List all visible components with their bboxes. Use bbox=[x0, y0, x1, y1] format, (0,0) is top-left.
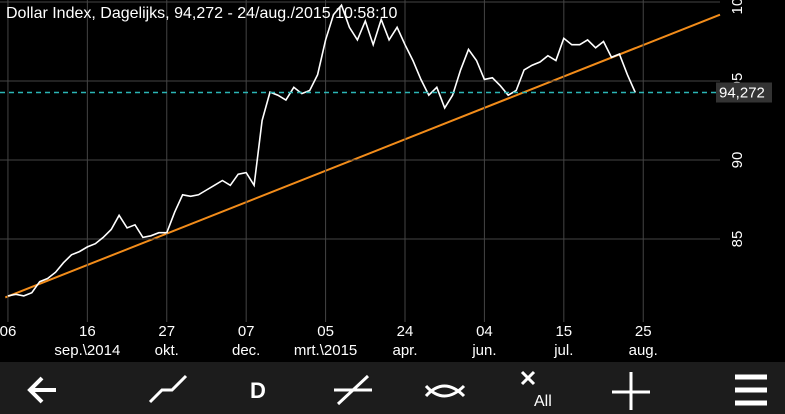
x-tick-label: 25 bbox=[635, 323, 652, 340]
x-tick-label: 16 bbox=[79, 323, 96, 340]
y-tick-label: 100 bbox=[729, 0, 746, 15]
chart-title: Dollar Index, Dagelijks, 94,272 - 24/aug… bbox=[6, 5, 397, 22]
price-line bbox=[7, 3, 637, 297]
x-period-label: mrt.\2015 bbox=[294, 342, 357, 359]
current-price-label: 94,272 bbox=[719, 85, 765, 102]
x-tick-label: 05 bbox=[317, 323, 334, 340]
trendline-button[interactable] bbox=[334, 374, 372, 406]
x-tick-label: 15 bbox=[555, 323, 572, 340]
x-tick-label: 06 bbox=[0, 323, 16, 340]
x-period-label: jun. bbox=[471, 342, 496, 359]
x-tick-label: 24 bbox=[397, 323, 414, 340]
toolbar: D All bbox=[0, 362, 785, 414]
current-price-box bbox=[716, 82, 772, 103]
x-tick-label: 07 bbox=[238, 323, 255, 340]
timeframe-button[interactable]: D bbox=[250, 378, 266, 403]
x-period-label: dec. bbox=[232, 342, 260, 359]
x-tick-label: 04 bbox=[476, 323, 493, 340]
trend-line bbox=[4, 13, 721, 299]
x-period-label: okt. bbox=[155, 342, 179, 359]
x-period-label: apr. bbox=[392, 342, 417, 359]
y-tick-label: 85 bbox=[729, 231, 746, 248]
y-tick-label: 90 bbox=[729, 152, 746, 169]
menu-button[interactable] bbox=[735, 374, 767, 406]
crosshair-button[interactable] bbox=[612, 372, 650, 410]
x-period-label: sep.\2014 bbox=[54, 342, 120, 359]
clear-all-button[interactable]: All bbox=[520, 370, 552, 410]
draw-line-button[interactable] bbox=[148, 374, 188, 404]
clear-all-label: All bbox=[534, 393, 552, 410]
x-period-label: aug. bbox=[629, 342, 658, 359]
back-button[interactable] bbox=[27, 376, 56, 404]
x-period-label: jul. bbox=[553, 342, 573, 359]
x-tick-label: 27 bbox=[158, 323, 175, 340]
indicator-button[interactable] bbox=[424, 384, 466, 398]
